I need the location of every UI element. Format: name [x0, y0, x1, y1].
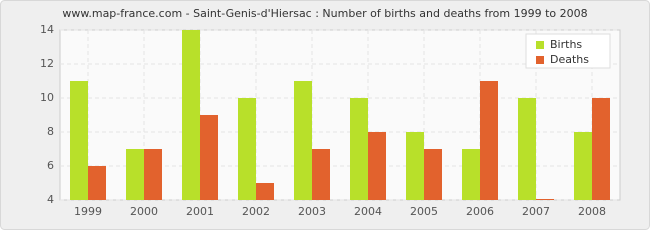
bar — [350, 98, 368, 200]
y-tick-label: 12 — [40, 57, 54, 70]
bar — [294, 81, 312, 200]
bar — [574, 132, 592, 200]
legend-label: Deaths — [550, 53, 589, 66]
x-tick-label: 2002 — [242, 205, 270, 218]
bar — [182, 30, 200, 200]
x-tick-label: 2007 — [522, 205, 550, 218]
bar — [70, 81, 88, 200]
y-tick-label: 4 — [47, 193, 54, 206]
bar — [312, 149, 330, 200]
bar — [518, 98, 536, 200]
legend-swatch — [536, 41, 544, 49]
bar — [126, 149, 144, 200]
y-tick-label: 10 — [40, 91, 54, 104]
chart: www.map-france.com - Saint-Genis-d'Hiers… — [0, 0, 650, 230]
bar — [592, 98, 610, 200]
bar — [406, 132, 424, 200]
bar — [256, 183, 274, 200]
bar — [536, 199, 554, 200]
x-tick-label: 2005 — [410, 205, 438, 218]
y-tick-label: 14 — [40, 23, 54, 36]
bar — [200, 115, 218, 200]
x-tick-label: 2008 — [578, 205, 606, 218]
x-tick-label: 1999 — [74, 205, 102, 218]
y-tick-label: 6 — [47, 159, 54, 172]
x-tick-label: 2003 — [298, 205, 326, 218]
bar — [88, 166, 106, 200]
bar — [480, 81, 498, 200]
bar — [424, 149, 442, 200]
x-tick-label: 2004 — [354, 205, 382, 218]
x-tick-label: 2006 — [466, 205, 494, 218]
y-tick-label: 8 — [47, 125, 54, 138]
bar — [238, 98, 256, 200]
bar — [368, 132, 386, 200]
legend-label: Births — [550, 38, 582, 51]
bar — [144, 149, 162, 200]
legend-box — [525, 33, 611, 69]
bar — [462, 149, 480, 200]
x-tick-label: 2000 — [130, 205, 158, 218]
legend-swatch — [536, 56, 544, 64]
chart-title: www.map-france.com - Saint-Genis-d'Hiers… — [62, 7, 587, 20]
x-tick-label: 2001 — [186, 205, 214, 218]
